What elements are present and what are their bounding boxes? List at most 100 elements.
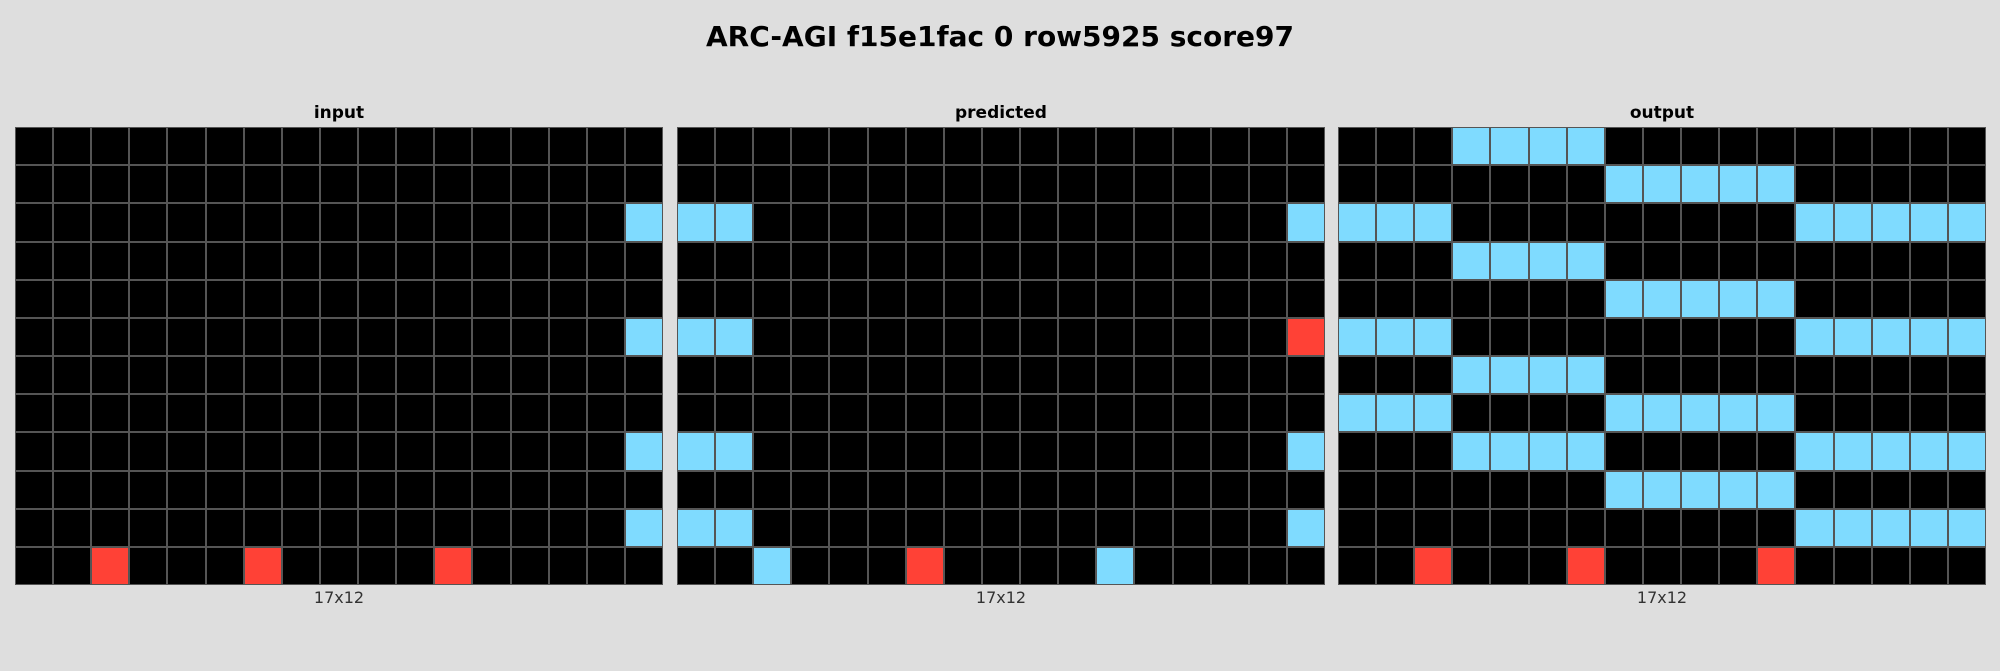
grid-cell <box>53 279 92 318</box>
grid-cell <box>1210 394 1249 433</box>
grid-cell <box>1414 241 1453 280</box>
grid-cell <box>1096 317 1135 356</box>
grid-cell <box>167 165 206 204</box>
grid-cell <box>205 165 244 204</box>
grid-cell <box>905 394 944 433</box>
grid-cell <box>905 432 944 471</box>
grid-cell <box>1757 470 1796 509</box>
grid-cell <box>167 470 206 509</box>
grid-cell <box>1414 394 1453 433</box>
grid-cell <box>867 279 906 318</box>
grid-cell <box>129 127 168 166</box>
grid-cell <box>434 546 473 585</box>
grid-cell <box>1414 432 1453 471</box>
grid-cell <box>1947 394 1986 433</box>
grid-cell <box>548 317 587 356</box>
grid-cell <box>1452 508 1491 547</box>
grid-cell <box>1286 356 1325 395</box>
grid-cell <box>167 546 206 585</box>
grid-cell <box>1757 356 1796 395</box>
grid-cell <box>1172 508 1211 547</box>
grid-cell <box>1376 241 1415 280</box>
grid-cell <box>129 356 168 395</box>
grid-cell <box>1338 394 1377 433</box>
grid-cell <box>319 165 359 204</box>
grid-cell <box>715 546 754 585</box>
grid-cell <box>243 203 282 242</box>
grid-cell <box>1566 356 1605 395</box>
grid-cell <box>1528 203 1567 242</box>
grid-cell <box>1719 394 1758 433</box>
grid-cell <box>715 127 754 166</box>
grid-cell <box>829 279 868 318</box>
grid-cell <box>1681 165 1720 204</box>
grid-cell <box>396 165 435 204</box>
grid-cell <box>1642 279 1682 318</box>
grid-cell <box>1871 279 1910 318</box>
grid-cell <box>586 203 625 242</box>
grid-cell <box>1338 356 1377 395</box>
grid-cell <box>396 546 435 585</box>
grid-cell <box>1757 165 1796 204</box>
grid-cell <box>548 127 587 166</box>
grid-cell <box>981 546 1021 585</box>
grid-cell <box>281 317 320 356</box>
grid-cell <box>1248 470 1287 509</box>
grid-cell <box>677 241 716 280</box>
grid-cell <box>1020 432 1059 471</box>
grid-cell <box>1947 165 1986 204</box>
grid-cell <box>1490 165 1529 204</box>
grid-cell <box>677 279 716 318</box>
grid-cell <box>129 165 168 204</box>
grid-cell <box>753 432 792 471</box>
grid-cell <box>715 279 754 318</box>
grid-cell <box>1909 546 1948 585</box>
grid-cell <box>867 356 906 395</box>
grid-cell <box>624 356 663 395</box>
page-title: ARC-AGI f15e1fac 0 row5925 score97 <box>706 20 1294 53</box>
grid-cell <box>243 165 282 204</box>
grid-cell <box>1795 508 1834 547</box>
grid-cell <box>1020 470 1059 509</box>
grid-cell <box>434 470 473 509</box>
grid-cell <box>1210 203 1249 242</box>
grid-cell <box>586 432 625 471</box>
grid-cell <box>319 470 359 509</box>
grid-cell <box>1909 470 1948 509</box>
grid-cell <box>981 470 1021 509</box>
grid-cell <box>829 203 868 242</box>
grid-cell <box>1719 356 1758 395</box>
grid-cell <box>319 508 359 547</box>
grid-cell <box>205 127 244 166</box>
grid-cell <box>1172 165 1211 204</box>
grid-cell <box>358 317 397 356</box>
grid-cell <box>1757 127 1796 166</box>
grid-cell <box>91 394 130 433</box>
grid-cell <box>1833 279 1872 318</box>
grid-cell <box>1248 394 1287 433</box>
grid-cell <box>91 203 130 242</box>
grid-cell <box>1909 279 1948 318</box>
grid-cell <box>1757 241 1796 280</box>
grid-cell <box>1096 470 1135 509</box>
grid-cell <box>677 432 716 471</box>
grid-cell <box>1134 279 1173 318</box>
grid-cell <box>15 127 54 166</box>
grid-cell <box>1376 356 1415 395</box>
grid-cell <box>1414 165 1453 204</box>
grid-cell <box>624 394 663 433</box>
grid-cell <box>715 356 754 395</box>
grid-cell <box>1414 546 1453 585</box>
grid-cell <box>1490 241 1529 280</box>
grid-cell <box>791 165 830 204</box>
grid-cell <box>358 203 397 242</box>
grid-cell <box>1795 127 1834 166</box>
grid-cell <box>129 508 168 547</box>
grid-cell <box>1414 127 1453 166</box>
grid-cell <box>586 356 625 395</box>
grid-cell <box>396 203 435 242</box>
grid-cell <box>358 279 397 318</box>
grid-cell <box>791 508 830 547</box>
grid-cell <box>791 127 830 166</box>
grid-cell <box>1566 203 1605 242</box>
